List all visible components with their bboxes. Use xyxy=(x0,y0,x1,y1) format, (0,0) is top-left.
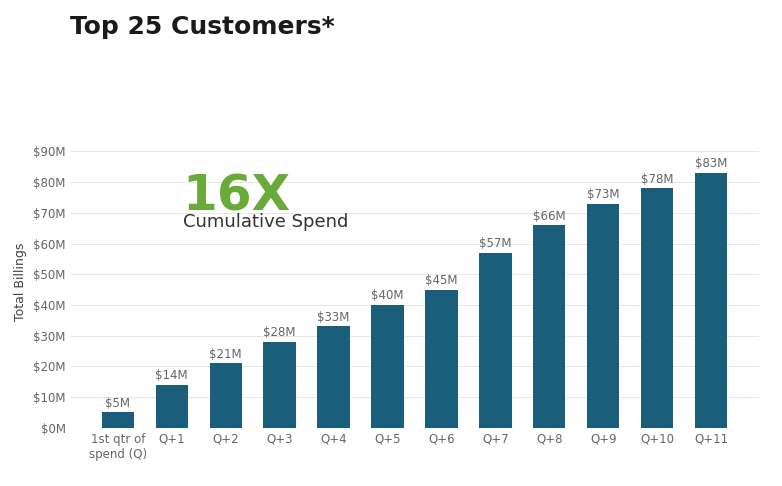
Text: $78M: $78M xyxy=(641,173,673,186)
Bar xyxy=(371,305,404,428)
Bar xyxy=(641,188,673,428)
Bar xyxy=(210,363,242,428)
Text: $40M: $40M xyxy=(371,290,404,302)
Text: $5M: $5M xyxy=(106,397,131,410)
Bar xyxy=(102,412,134,428)
Text: 16X: 16X xyxy=(182,173,291,221)
Text: $66M: $66M xyxy=(533,209,565,223)
Bar xyxy=(533,225,565,428)
Text: $14M: $14M xyxy=(156,369,188,382)
Bar xyxy=(317,327,350,428)
Bar xyxy=(425,290,457,428)
Text: $21M: $21M xyxy=(210,348,242,361)
Text: Cumulative Spend: Cumulative Spend xyxy=(182,213,348,231)
Bar xyxy=(587,204,619,428)
Text: Top 25 Customers*: Top 25 Customers* xyxy=(70,15,335,38)
Text: $73M: $73M xyxy=(587,188,619,201)
Text: $57M: $57M xyxy=(479,237,511,250)
Text: $33M: $33M xyxy=(317,311,350,324)
Text: $45M: $45M xyxy=(425,274,457,287)
Bar xyxy=(156,385,188,428)
Bar xyxy=(264,342,296,428)
Y-axis label: Total Billings: Total Billings xyxy=(14,243,27,321)
Bar xyxy=(479,253,511,428)
Text: $83M: $83M xyxy=(695,157,727,171)
Bar xyxy=(695,173,727,428)
Text: $28M: $28M xyxy=(264,326,296,339)
